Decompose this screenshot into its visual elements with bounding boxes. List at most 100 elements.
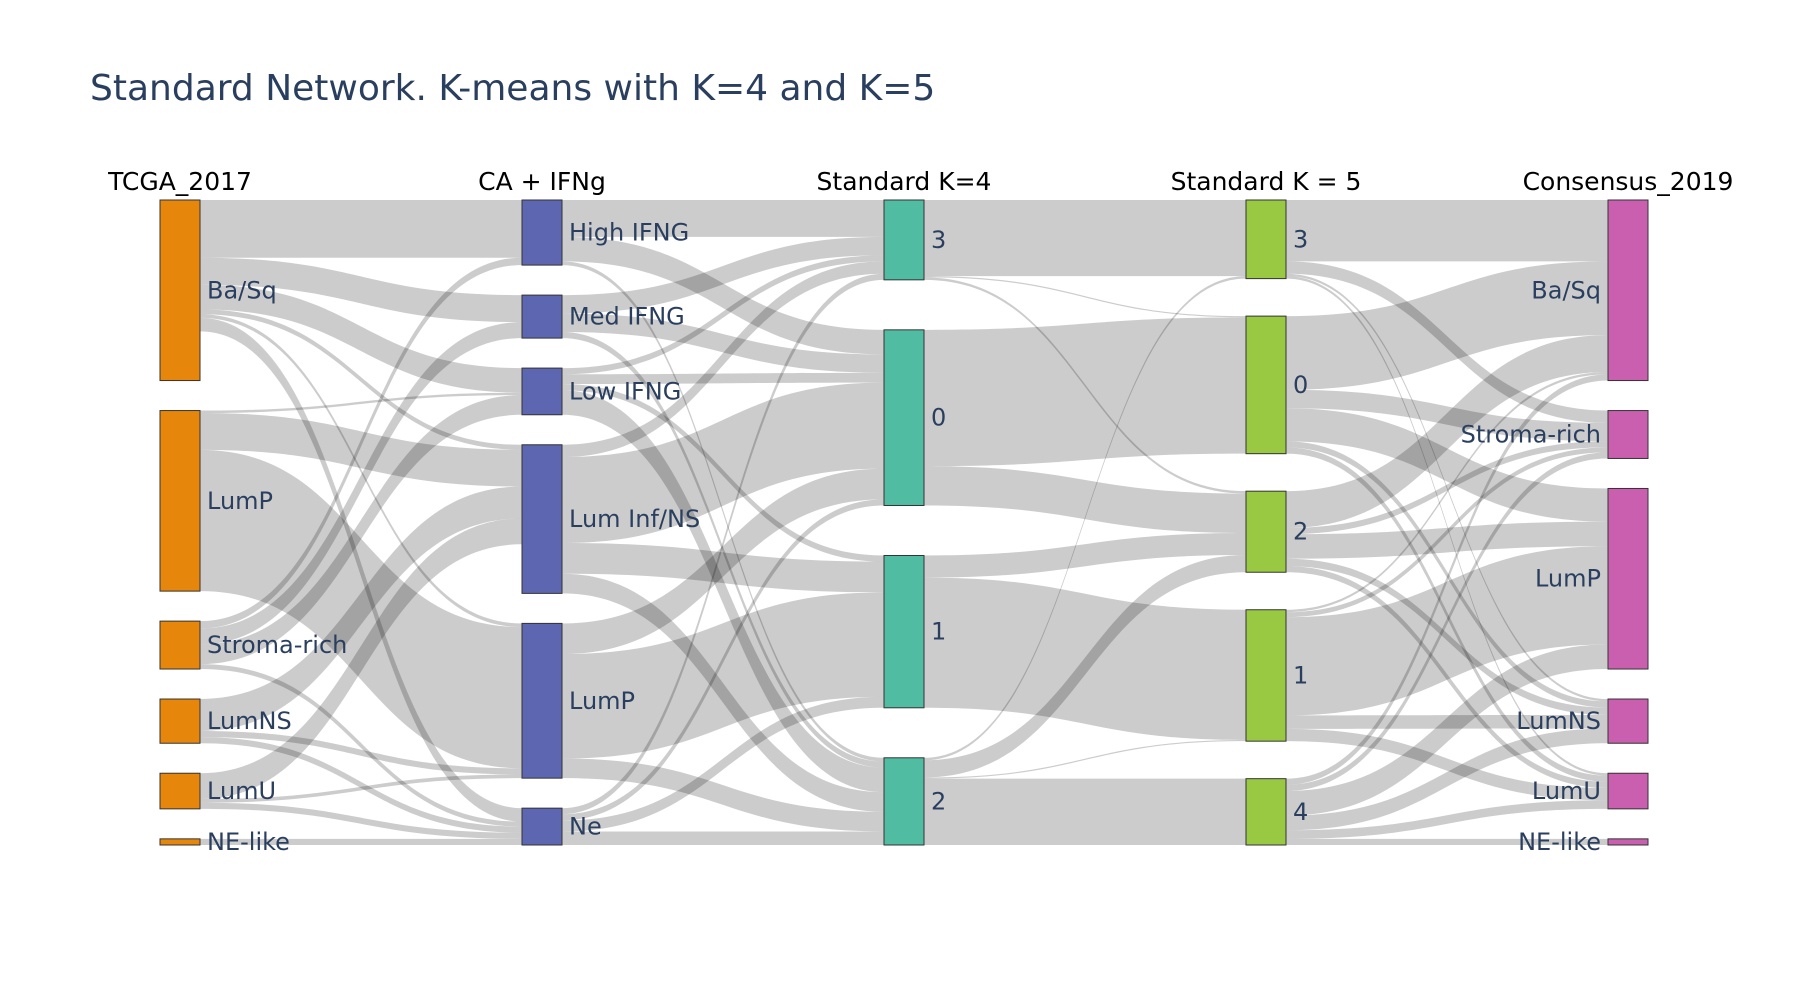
sankey-link-c_ne-to-k4_1 — [562, 696, 884, 832]
sankey-link-c_high-to-k4_0 — [562, 236, 884, 355]
sankey-node-label-s_lumu: LumU — [1532, 777, 1601, 805]
stage-label-3: Standard K = 5 — [1171, 167, 1362, 196]
sankey-link-k5_1-to-s_lump — [1286, 546, 1608, 716]
stage-labels: TCGA_2017 CA + IFNg Standard K=4 Standard K… — [107, 167, 1733, 196]
sankey-node-label-s_ne: NE-like — [1518, 828, 1601, 856]
sankey-node-k4_1 — [883, 554, 925, 709]
sankey-node-k4_0 — [883, 329, 925, 506]
sankey-link-t_stroma-to-c_low — [200, 395, 522, 665]
sankey-node-c_luminf — [521, 444, 563, 594]
sankey-link-k5_4-to-s_stroma — [1286, 452, 1608, 791]
sankey-node-label-c_lump: LumP — [569, 687, 635, 715]
sankey-link-k5_2-to-s_basq — [1286, 335, 1608, 529]
sankey-link-c_ne-to-k4_2 — [562, 831, 884, 845]
sankey-link-t_lump-to-c_lump — [200, 449, 522, 769]
sankey-link-k5_2-to-s_lump — [1286, 521, 1608, 559]
sankey-nodes: Ba/Sq LumP Stroma-rich LumNS LumU NE-like High… — [159, 199, 1649, 856]
sankey-link-k4_3-to-k5_0 — [924, 276, 1246, 318]
sankey-link-t_stroma-to-c_med — [200, 322, 522, 645]
stage-label-1: CA + IFNg — [478, 167, 606, 196]
sankey-link-k4_0-to-k5_2 — [924, 466, 1246, 533]
sankey-node-label-t_lump: LumP — [207, 487, 273, 515]
sankey-link-c_high-to-k4_3 — [562, 200, 884, 237]
sankey-link-t_lumu-to-c_luminf — [200, 518, 522, 800]
stage-label-2: Standard K=4 — [817, 167, 992, 196]
sankey-link-k5_1-to-s_lumu — [1286, 728, 1608, 801]
sankey-link-t_basq-to-c_lump — [200, 314, 522, 628]
sankey-link-c_high-to-k4_2 — [562, 261, 884, 762]
sankey-node-k4_2 — [883, 757, 925, 846]
sankey-link-t_basq-to-c_low — [200, 284, 522, 393]
sankey-link-c_luminf-to-k4_2 — [562, 573, 884, 812]
sankey-link-k5_3-to-s_lumns — [1286, 273, 1608, 702]
sankey-node-t_stroma — [159, 620, 201, 670]
sankey-node-label-t_basq: Ba/Sq — [207, 276, 277, 304]
sankey-node-s_stroma — [1607, 410, 1649, 459]
sankey-node-c_ne — [521, 807, 563, 846]
sankey-link-k5_2-to-s_stroma — [1286, 441, 1608, 535]
sankey-link-c_ne-to-k4_0 — [562, 499, 884, 821]
sankey-node-label-c_low: Low IFNG — [569, 377, 681, 405]
sankey-link-t_basq-to-c_ne — [200, 319, 522, 822]
sankey-link-t_lumns-to-c_ne — [200, 737, 522, 833]
sankey-node-k5_4 — [1245, 778, 1287, 846]
sankey-link-t_basq-to-c_med — [200, 257, 522, 323]
sankey-link-c_low-to-k4_2 — [562, 390, 884, 793]
sankey-node-label-k5_3: 3 — [1293, 225, 1308, 253]
stage-label-0: TCGA_2017 — [107, 167, 252, 196]
sankey-link-t_basq-to-c_high — [200, 200, 522, 258]
sankey-link-t_basq-to-c_luminf — [200, 309, 522, 450]
sankey-link-k5_1-to-s_lumns — [1286, 714, 1608, 729]
sankey-link-k5_3-to-s_stroma — [1286, 261, 1608, 423]
sankey-link-k5_0-to-s_lumns — [1286, 441, 1608, 708]
sankey-link-k5_0-to-s_lump — [1286, 408, 1608, 522]
sankey-node-c_med — [521, 294, 563, 339]
sankey-node-label-k5_2: 2 — [1293, 518, 1308, 546]
stage-label-4: Consensus_2019 — [1523, 167, 1734, 196]
sankey-link-k4_2-to-k5_3 — [924, 276, 1246, 761]
sankey-link-k4_3-to-k5_3 — [924, 200, 1246, 277]
sankey-node-label-s_lumns: LumNS — [1516, 707, 1601, 735]
sankey-node-t_lumns — [159, 698, 201, 744]
sankey-link-c_ne-to-k4_3 — [562, 273, 884, 815]
sankey-node-label-s_lump: LumP — [1535, 565, 1601, 593]
sankey-link-c_med-to-k4_3 — [562, 236, 884, 314]
sankey-node-label-c_high: High IFNG — [569, 219, 689, 247]
sankey-link-k5_1-to-s_basq — [1286, 371, 1608, 613]
sankey-link-c_med-to-k4_2 — [562, 331, 884, 768]
sankey-node-label-k5_4: 4 — [1293, 798, 1308, 826]
sankey-link-k5_0-to-s_lumu — [1286, 447, 1608, 782]
sankey-node-t_basq — [159, 199, 201, 382]
sankey-node-k5_3 — [1245, 199, 1287, 280]
sankey-link-k5_4-to-s_lumu — [1286, 800, 1608, 839]
sankey-link-k5_4-to-s_lumns — [1286, 728, 1608, 831]
sankey-node-label-c_luminf: Lum Inf/NS — [569, 505, 700, 533]
sankey-link-t_lumns-to-c_lump — [200, 730, 522, 775]
sankey-node-label-k5_0: 0 — [1293, 371, 1308, 399]
sankey-link-t_lumu-to-c_lump — [200, 774, 522, 803]
sankey-link-k5_4-to-s_ne — [1286, 838, 1608, 845]
sankey-node-label-k4_3: 3 — [931, 226, 946, 254]
sankey-links — [200, 200, 1608, 845]
sankey-link-c_luminf-to-k4_1 — [562, 543, 884, 593]
sankey-node-label-t_lumu: LumU — [207, 777, 276, 805]
sankey-node-label-t_lumns: LumNS — [207, 707, 292, 735]
sankey-node-label-k4_1: 1 — [931, 618, 946, 646]
sankey-link-k4_0-to-k5_0 — [924, 317, 1246, 467]
sankey-node-c_lump — [521, 622, 563, 779]
sankey-node-label-c_ne: Ne — [569, 813, 602, 841]
sankey-link-k5_1-to-s_stroma — [1286, 447, 1608, 618]
sankey-link-t_lumns-to-c_luminf — [200, 486, 522, 731]
sankey-link-k5_4-to-s_basq — [1286, 374, 1608, 785]
sankey-node-label-t_ne: NE-like — [207, 828, 290, 856]
sankey-link-k5_2-to-s_lumu — [1286, 566, 1608, 788]
sankey-link-k4_2-to-k5_1 — [924, 739, 1246, 779]
sankey-link-t_stroma-to-c_high — [200, 257, 522, 629]
sankey-node-label-k4_0: 0 — [931, 404, 946, 432]
sankey-link-k4_2-to-k5_4 — [924, 778, 1246, 845]
sankey-node-c_high — [521, 199, 563, 266]
sankey-link-k5_3-to-s_lumu — [1286, 276, 1608, 776]
chart-title: Standard Network. K-means with K=4 and K… — [90, 68, 935, 109]
sankey-link-t_lump-to-c_luminf — [200, 413, 522, 487]
sankey-node-label-s_stroma: Stroma-rich — [1461, 421, 1601, 449]
